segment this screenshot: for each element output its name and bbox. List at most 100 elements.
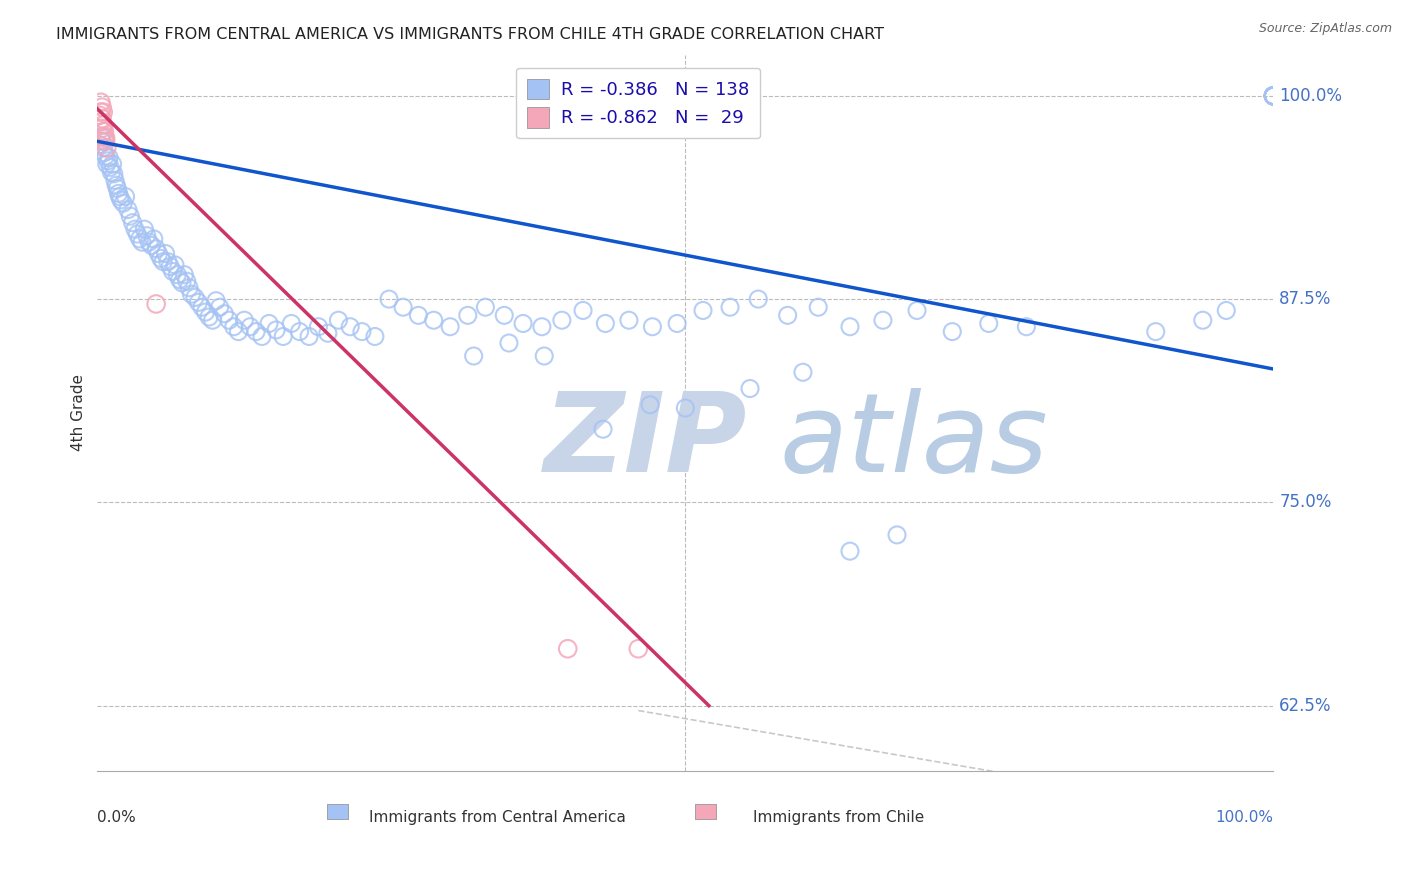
Text: 87.5%: 87.5% [1279,290,1331,308]
Point [617,313,640,327]
Point [218,313,240,327]
Point [91,121,114,136]
Point [307,319,329,334]
Point [163,258,186,272]
Point [250,329,273,343]
Point [205,293,228,308]
Point [718,300,741,314]
Point [747,292,769,306]
Point [105,181,128,195]
Point [105,178,128,193]
Point [298,329,321,343]
Point [839,319,862,334]
Point [127,227,149,241]
Point [666,317,689,331]
Point [350,325,373,339]
Point [463,349,485,363]
Point [339,319,361,334]
Text: 75.0%: 75.0% [1279,493,1331,511]
Point [328,313,350,327]
Point [557,641,579,656]
Point [839,544,862,558]
Text: 100.0%: 100.0% [1279,87,1343,104]
Point [1263,88,1285,103]
Point [228,325,250,339]
Point [173,268,195,282]
Point [378,292,401,306]
Point [134,222,156,236]
Point [208,300,231,314]
Point [198,310,221,324]
Point [128,232,150,246]
Point [494,309,516,323]
Point [94,131,117,145]
Text: atlas: atlas [779,388,1047,495]
Point [100,165,122,179]
Point [1263,88,1285,103]
Point [97,153,120,168]
Point [91,125,114,139]
Point [1263,88,1285,103]
Point [91,118,114,132]
Point [110,193,132,207]
Point [1215,303,1237,318]
Point [96,141,118,155]
Point [1263,88,1285,103]
Point [738,382,761,396]
Point [1263,88,1285,103]
Point [692,303,714,318]
Point [142,232,165,246]
Point [94,134,117,148]
Point [1263,88,1285,103]
Point [1263,88,1285,103]
Point [93,129,115,144]
Point [1263,88,1285,103]
Point [673,401,696,415]
Point [104,173,127,187]
FancyBboxPatch shape [326,804,347,820]
Point [776,309,799,323]
Point [89,108,111,122]
Point [1144,325,1167,339]
Point [93,125,115,139]
Point [408,309,430,323]
Point [135,228,157,243]
Point [159,260,181,274]
Point [222,319,245,334]
Point [245,325,267,339]
Text: Immigrants from Chile: Immigrants from Chile [752,810,924,825]
Point [280,317,302,331]
FancyBboxPatch shape [695,804,716,820]
Point [141,238,163,252]
Point [145,242,167,256]
Point [886,528,908,542]
Point [551,313,574,327]
Point [1263,88,1285,103]
Point [176,274,198,288]
Point [533,349,555,363]
Point [187,295,209,310]
Point [90,95,112,110]
Text: 62.5%: 62.5% [1279,697,1331,714]
Point [1263,88,1285,103]
Point [98,151,121,165]
Point [264,323,287,337]
Point [155,246,177,260]
Point [96,157,118,171]
Point [91,100,114,114]
Text: 100.0%: 100.0% [1215,810,1274,825]
Point [120,209,142,223]
Point [194,305,217,319]
Point [156,254,179,268]
Point [145,297,167,311]
Point [108,189,131,203]
Text: Source: ZipAtlas.com: Source: ZipAtlas.com [1258,22,1392,36]
Point [169,272,191,286]
Point [184,290,207,304]
Point [316,326,339,341]
Point [595,317,617,331]
Point [124,222,146,236]
Point [257,317,280,331]
Point [474,300,496,314]
Text: 0.0%: 0.0% [97,810,136,825]
